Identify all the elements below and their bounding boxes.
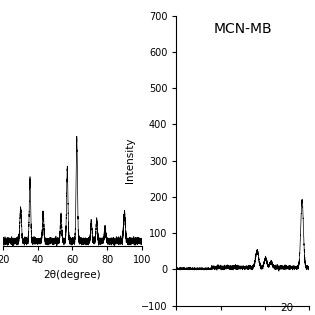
X-axis label: 2θ(degree): 2θ(degree): [44, 270, 101, 280]
Text: 2θ: 2θ: [280, 303, 293, 313]
Y-axis label: Intensity: Intensity: [125, 138, 135, 183]
Text: MCN-MB: MCN-MB: [214, 21, 272, 36]
